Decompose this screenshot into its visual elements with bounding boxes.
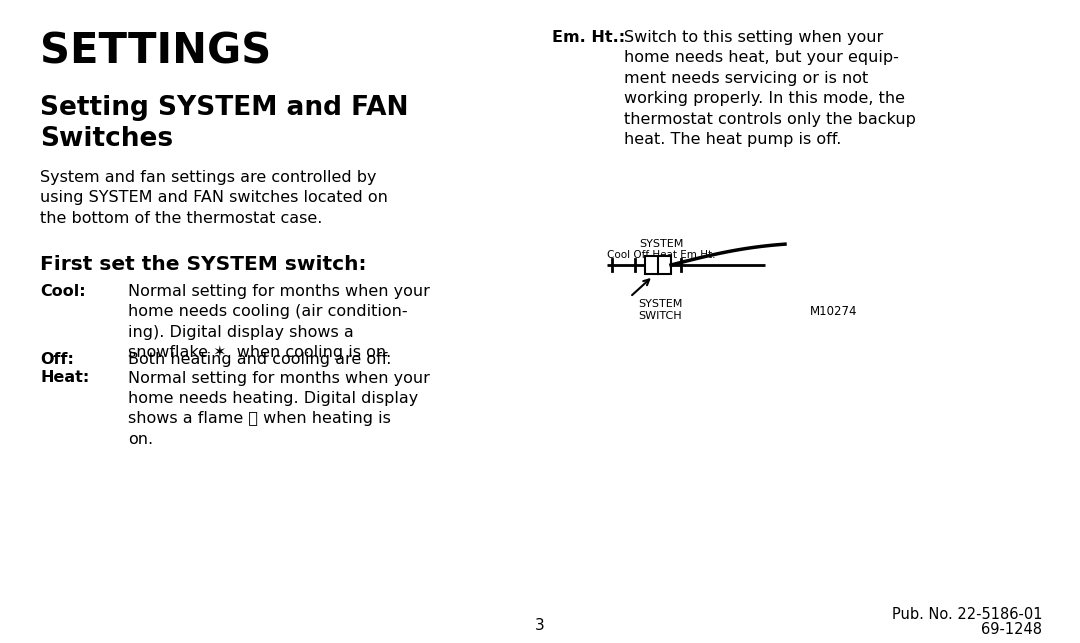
Text: SYSTEM: SYSTEM <box>638 239 684 249</box>
Text: Switch to this setting when your
home needs heat, but your equip-
ment needs ser: Switch to this setting when your home ne… <box>624 30 916 147</box>
Text: Heat:: Heat: <box>40 370 90 386</box>
Text: Both heating and cooling are off.: Both heating and cooling are off. <box>129 352 391 367</box>
Text: SYSTEM: SYSTEM <box>638 299 683 309</box>
Text: System and fan settings are controlled by
using SYSTEM and FAN switches located : System and fan settings are controlled b… <box>40 170 388 226</box>
Text: SETTINGS: SETTINGS <box>40 30 271 72</box>
Text: Pub. No. 22-5186-01: Pub. No. 22-5186-01 <box>891 607 1042 622</box>
Text: Normal setting for months when your
home needs cooling (air condition-
ing). Dig: Normal setting for months when your home… <box>129 284 430 360</box>
Text: Cool:: Cool: <box>40 284 85 299</box>
Text: 69-1248: 69-1248 <box>981 622 1042 637</box>
Text: M10274: M10274 <box>810 305 858 318</box>
Text: Setting SYSTEM and FAN
Switches: Setting SYSTEM and FAN Switches <box>40 95 408 152</box>
Text: Cool Off Heat Em.Ht.: Cool Off Heat Em.Ht. <box>607 250 715 260</box>
Text: Em. Ht.:: Em. Ht.: <box>552 30 625 45</box>
Bar <box>645 256 671 274</box>
Text: SWITCH: SWITCH <box>638 311 681 321</box>
Text: Normal setting for months when your
home needs heating. Digital display
shows a : Normal setting for months when your home… <box>129 370 430 447</box>
Text: 3: 3 <box>535 618 545 633</box>
Text: Off:: Off: <box>40 352 73 367</box>
Text: First set the SYSTEM switch:: First set the SYSTEM switch: <box>40 255 366 274</box>
